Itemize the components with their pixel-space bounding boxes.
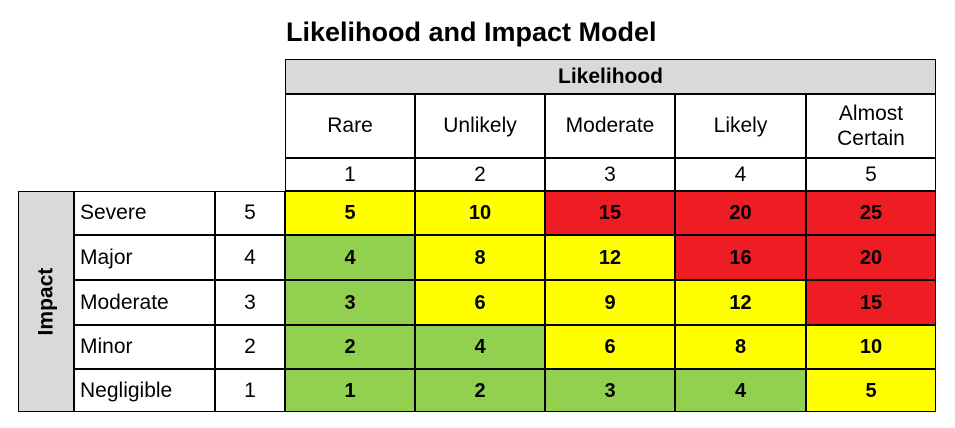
likelihood-header: Likelihood bbox=[285, 59, 936, 94]
risk-score-cell-text: 16 bbox=[729, 246, 752, 269]
risk-score-cell: 6 bbox=[545, 325, 675, 369]
impact-number: 4 bbox=[215, 235, 285, 280]
risk-score-cell-text: 5 bbox=[344, 202, 356, 224]
impact-number: 5 bbox=[215, 191, 285, 235]
risk-score-cell: 4 bbox=[415, 325, 545, 369]
impact-label-text: Negligible bbox=[80, 378, 173, 402]
risk-score-cell-text: 6 bbox=[604, 336, 616, 358]
risk-score-cell: 9 bbox=[545, 280, 675, 325]
risk-score-cell: 20 bbox=[806, 235, 936, 280]
risk-score-cell-text: 2 bbox=[344, 336, 356, 358]
risk-score-cell: 16 bbox=[675, 235, 806, 280]
impact-number: 1 bbox=[215, 369, 285, 412]
impact-label: Minor bbox=[74, 325, 215, 369]
impact-label: Severe bbox=[74, 191, 215, 235]
risk-score-cell-text: 4 bbox=[474, 336, 486, 358]
impact-number: 2 bbox=[215, 325, 285, 369]
impact-number-text: 5 bbox=[244, 201, 256, 225]
risk-score-cell-text: 20 bbox=[859, 246, 883, 269]
risk-score-cell-text: 15 bbox=[598, 202, 622, 224]
risk-score-cell: 2 bbox=[285, 325, 415, 369]
risk-score-cell: 2 bbox=[415, 369, 545, 412]
impact-number-text: 1 bbox=[244, 378, 256, 402]
impact-label-text: Moderate bbox=[80, 290, 169, 314]
likelihood-label: Moderate bbox=[545, 94, 675, 158]
risk-score-cell-text: 6 bbox=[474, 291, 486, 314]
likelihood-number: 4 bbox=[675, 158, 806, 191]
impact-label: Moderate bbox=[74, 280, 215, 325]
risk-score-cell-text: 8 bbox=[474, 246, 486, 269]
likelihood-label: Unlikely bbox=[415, 94, 545, 158]
impact-label-text: Major bbox=[80, 245, 133, 269]
risk-score-cell-text: 2 bbox=[474, 379, 486, 402]
impact-header-label: Impact bbox=[34, 267, 58, 336]
impact-label-text: Severe bbox=[80, 201, 147, 225]
likelihood-number: 2 bbox=[415, 158, 545, 191]
impact-number-text: 4 bbox=[244, 245, 256, 269]
risk-score-cell-text: 3 bbox=[344, 291, 356, 314]
risk-score-cell: 8 bbox=[415, 235, 545, 280]
impact-number: 3 bbox=[215, 280, 285, 325]
risk-score-cell-text: 4 bbox=[734, 379, 747, 402]
risk-score-cell: 3 bbox=[285, 280, 415, 325]
likelihood-number: 3 bbox=[545, 158, 675, 191]
impact-label: Negligible bbox=[74, 369, 215, 412]
page-title: Likelihood and Impact Model bbox=[286, 17, 657, 47]
impact-number-text: 2 bbox=[244, 335, 256, 359]
risk-score-cell-text: 15 bbox=[859, 291, 883, 314]
likelihood-number-text: 2 bbox=[474, 162, 486, 186]
risk-score-cell-text: 8 bbox=[734, 336, 747, 358]
risk-score-cell: 10 bbox=[806, 325, 936, 369]
likelihood-number-text: 5 bbox=[865, 162, 877, 186]
risk-score-cell: 25 bbox=[806, 191, 936, 235]
risk-score-cell: 6 bbox=[415, 280, 545, 325]
likelihood-number: 5 bbox=[806, 158, 936, 191]
risk-score-cell-text: 9 bbox=[604, 291, 616, 314]
likelihood-label-text: Almost Certain bbox=[837, 101, 905, 150]
risk-score-cell: 10 bbox=[415, 191, 545, 235]
risk-score-cell: 20 bbox=[675, 191, 806, 235]
risk-score-cell-text: 10 bbox=[468, 202, 492, 224]
impact-label: Major bbox=[74, 235, 215, 280]
likelihood-header-label: Likelihood bbox=[558, 64, 663, 88]
risk-score-cell: 1 bbox=[285, 369, 415, 412]
risk-score-cell: 3 bbox=[545, 369, 675, 412]
likelihood-label: Almost Certain bbox=[806, 94, 936, 158]
risk-score-cell: 12 bbox=[675, 280, 806, 325]
likelihood-label: Rare bbox=[285, 94, 415, 158]
risk-score-cell: 4 bbox=[675, 369, 806, 412]
impact-header: Impact bbox=[18, 191, 74, 412]
likelihood-label-text: Likely bbox=[713, 114, 768, 138]
risk-score-cell-text: 3 bbox=[604, 379, 616, 402]
risk-score-cell-text: 4 bbox=[344, 246, 356, 269]
risk-score-cell-text: 12 bbox=[729, 291, 752, 314]
risk-score-cell-text: 5 bbox=[865, 379, 877, 402]
impact-label-text: Minor bbox=[80, 335, 133, 359]
likelihood-number-text: 1 bbox=[344, 162, 356, 186]
likelihood-number-text: 4 bbox=[734, 162, 747, 186]
risk-score-cell: 5 bbox=[285, 191, 415, 235]
likelihood-number: 1 bbox=[285, 158, 415, 191]
risk-score-cell: 12 bbox=[545, 235, 675, 280]
risk-score-cell-text: 10 bbox=[859, 336, 883, 358]
likelihood-number-text: 3 bbox=[604, 162, 616, 186]
risk-score-cell-text: 25 bbox=[859, 202, 883, 224]
likelihood-label-text: Unlikely bbox=[443, 114, 517, 138]
risk-score-cell-text: 20 bbox=[729, 202, 752, 224]
impact-number-text: 3 bbox=[244, 290, 256, 314]
risk-score-cell: 15 bbox=[545, 191, 675, 235]
likelihood-label-text: Rare bbox=[327, 114, 373, 138]
risk-score-cell: 15 bbox=[806, 280, 936, 325]
risk-score-cell-text: 1 bbox=[344, 379, 356, 402]
risk-score-cell: 5 bbox=[806, 369, 936, 412]
likelihood-label-text: Moderate bbox=[565, 114, 655, 138]
likelihood-label: Likely bbox=[675, 94, 806, 158]
risk-score-cell-text: 12 bbox=[598, 246, 622, 269]
risk-score-cell: 8 bbox=[675, 325, 806, 369]
risk-score-cell: 4 bbox=[285, 235, 415, 280]
